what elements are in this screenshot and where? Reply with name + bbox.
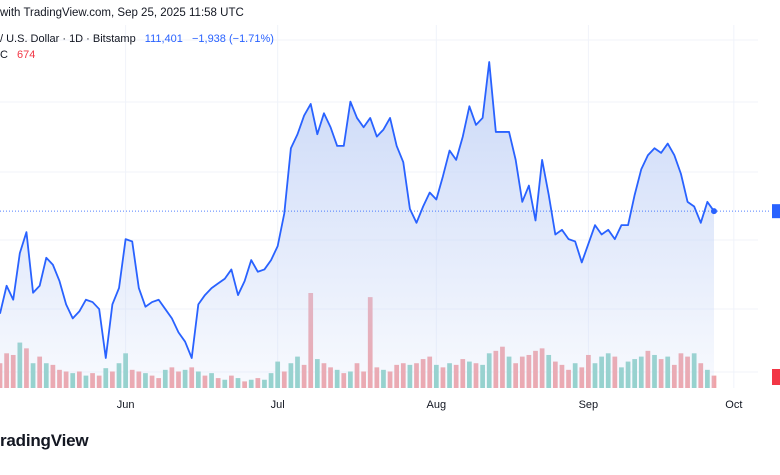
- volume-value: 674: [17, 49, 36, 61]
- credit-text: with TradingView.com, Sep 25, 2025 11:58…: [0, 7, 244, 19]
- last-price: 111,401: [144, 33, 183, 45]
- volume-label: C: [0, 49, 8, 61]
- price-line: [0, 61, 715, 359]
- chart-credit: with TradingView.com, Sep 25, 2025 11:58…: [0, 7, 244, 19]
- symbol-name: / U.S. Dollar · 1D · Bitstamp: [0, 33, 136, 45]
- price-axis-marker: [772, 204, 780, 219]
- x-tick-label: Sep: [579, 399, 599, 411]
- x-tick-label: Oct: [725, 399, 742, 411]
- volume-axis-marker: [772, 369, 780, 385]
- x-tick-label: Jul: [271, 399, 285, 411]
- price-area: [0, 62, 714, 388]
- last-price-dot: [711, 208, 717, 215]
- volume-legend[interactable]: C 674: [0, 49, 35, 61]
- symbol-legend[interactable]: / U.S. Dollar · 1D · Bitstamp 111,401 −1…: [0, 33, 274, 45]
- x-tick-label: Aug: [427, 399, 447, 411]
- price-change: −1,938 (−1.71%): [191, 33, 274, 45]
- brand-text: radingView: [0, 431, 89, 450]
- tradingview-logo[interactable]: radingView: [0, 431, 89, 451]
- x-tick-label: Jun: [117, 399, 135, 411]
